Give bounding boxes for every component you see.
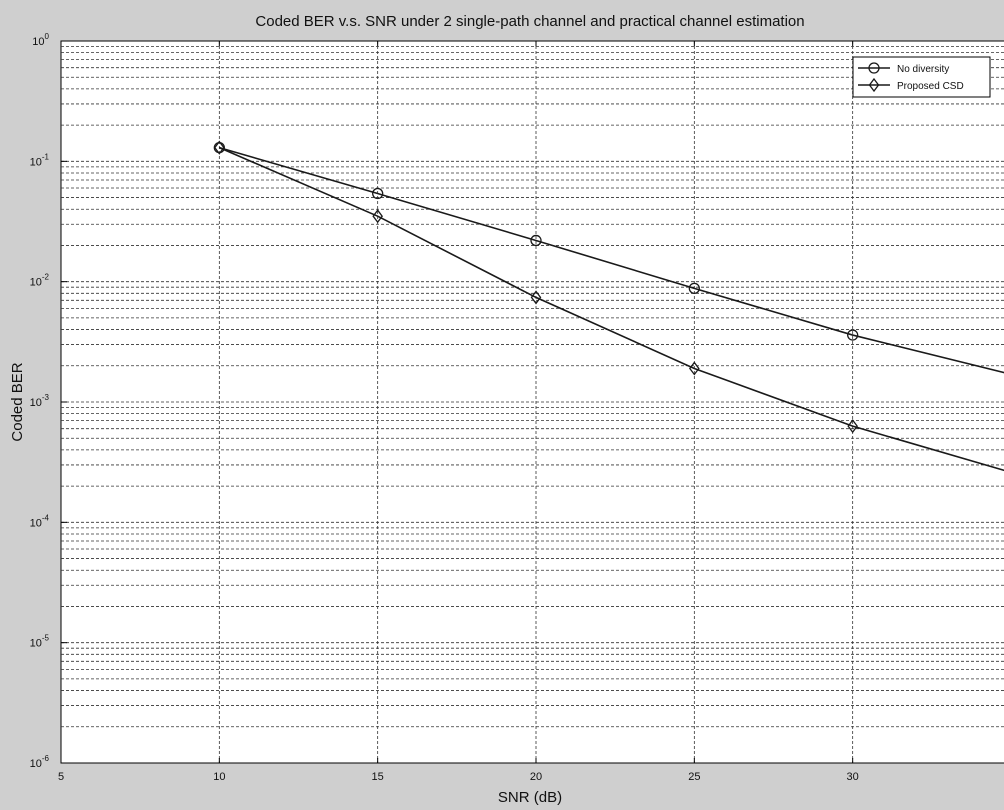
legend: No diversity Proposed CSD xyxy=(852,56,991,98)
grid xyxy=(61,41,1004,763)
data-point xyxy=(847,419,858,434)
legend-item: No diversity xyxy=(858,62,949,75)
x-axis: 5101520253035 xyxy=(58,41,859,783)
series-line xyxy=(219,146,1004,374)
data-point xyxy=(372,209,383,224)
y-tick-label: 10-6 xyxy=(30,754,50,770)
data-point xyxy=(530,234,542,247)
x-tick-label: 30 xyxy=(847,771,859,783)
legend-box xyxy=(852,56,991,98)
legend-item: Proposed CSD xyxy=(858,77,964,93)
x-tick-label: 15 xyxy=(372,771,384,783)
legend-label: Proposed CSD xyxy=(897,81,964,92)
x-axis-label: SNR (dB) xyxy=(498,789,562,806)
y-axis: 10-6 10-5 10-4 10-3 10-2 10-1 100 xyxy=(30,32,67,770)
x-tick-label: 25 xyxy=(688,771,700,783)
chart-title: Coded BER v.s. SNR under 2 single-path c… xyxy=(255,13,804,30)
y-tick-label: 100 xyxy=(32,32,49,48)
legend-marker xyxy=(868,62,880,74)
y-tick-label: 10-2 xyxy=(30,273,50,289)
y-tick-label: 10-4 xyxy=(30,513,50,529)
series-line xyxy=(219,146,1004,472)
y-tick-label: 10-5 xyxy=(30,634,50,650)
y-tick-label: 10-3 xyxy=(30,393,50,409)
data-point xyxy=(372,187,384,200)
data-point xyxy=(688,282,700,294)
y-tick-label: 10-1 xyxy=(30,152,50,168)
x-tick-label: 20 xyxy=(530,771,542,783)
series-layer xyxy=(213,140,1004,472)
data-point xyxy=(847,329,859,341)
x-tick-label: 10 xyxy=(213,771,225,783)
y-axis-label: Coded BER xyxy=(9,362,26,441)
data-point xyxy=(530,290,542,305)
x-tick-label: 5 xyxy=(58,771,64,783)
series-2 xyxy=(214,140,1004,472)
legend-marker xyxy=(868,77,880,93)
data-point xyxy=(214,140,225,155)
data-point xyxy=(689,361,700,376)
legend-label: No diversity xyxy=(897,64,949,75)
